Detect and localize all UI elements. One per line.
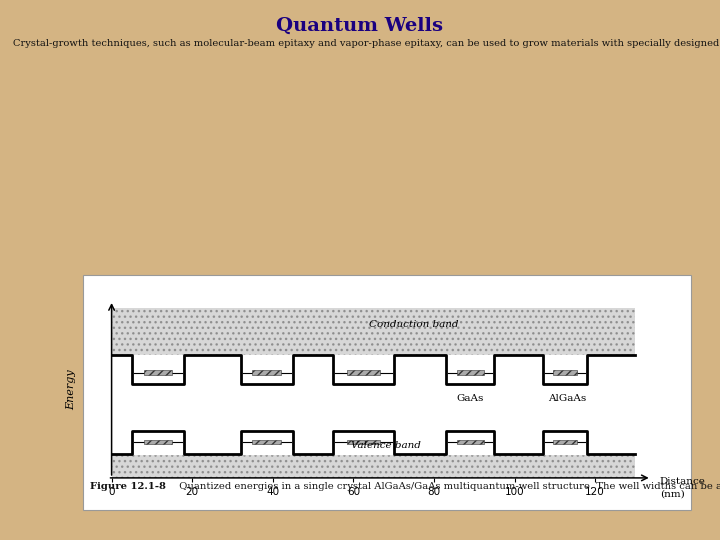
Text: Conduction band: Conduction band bbox=[369, 320, 459, 329]
Text: Figure 12.1-8: Figure 12.1-8 bbox=[90, 482, 166, 491]
Bar bbox=[347, 440, 380, 444]
Text: GaAs: GaAs bbox=[456, 394, 484, 403]
Text: Distance: Distance bbox=[660, 476, 706, 485]
Text: Quantized energies in a single crystal AlGaAs/GaAs multiquantum-well structure. : Quantized energies in a single crystal A… bbox=[173, 482, 720, 491]
Bar bbox=[457, 370, 484, 375]
Text: Crystal-growth techniques, such as molecular-beam epitaxy and vapor-phase epitax: Crystal-growth techniques, such as molec… bbox=[13, 39, 720, 48]
Text: Energy: Energy bbox=[66, 369, 76, 410]
Bar bbox=[457, 440, 484, 444]
Text: Quantum Wells: Quantum Wells bbox=[276, 17, 444, 35]
Bar bbox=[553, 440, 577, 444]
Text: AlGaAs: AlGaAs bbox=[548, 394, 586, 403]
Text: (nm): (nm) bbox=[660, 489, 685, 498]
Bar bbox=[252, 370, 281, 375]
Text: Valence band: Valence band bbox=[351, 441, 420, 450]
Bar bbox=[553, 370, 577, 375]
Bar bbox=[252, 440, 281, 444]
Bar bbox=[143, 370, 172, 375]
Bar bbox=[143, 440, 172, 444]
Bar bbox=[347, 370, 380, 375]
